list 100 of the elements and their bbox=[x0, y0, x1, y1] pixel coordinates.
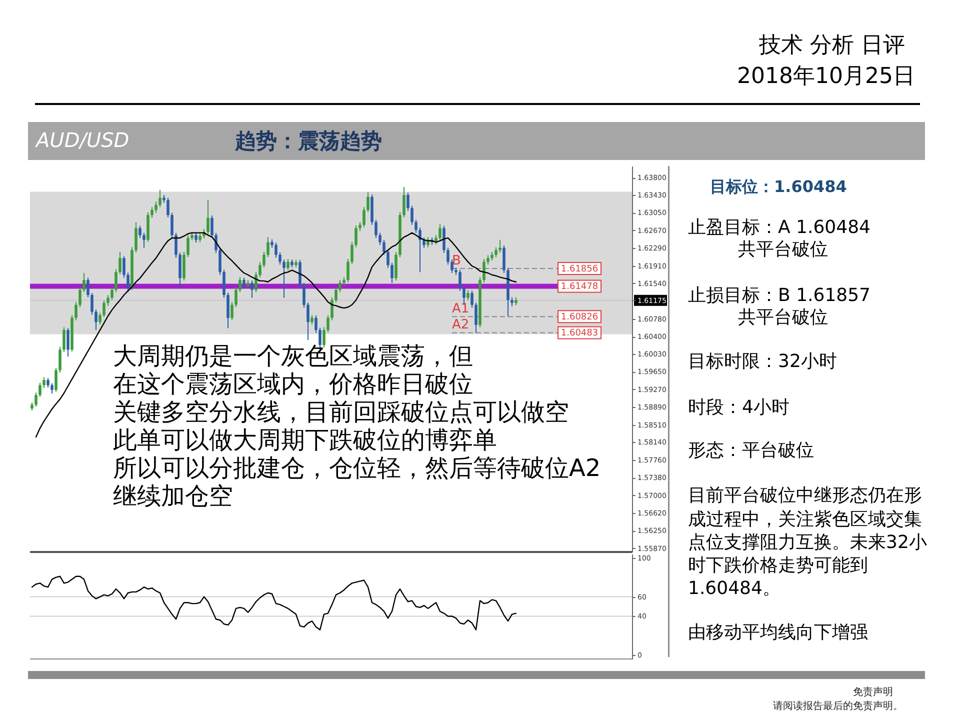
candlestick bbox=[90, 292, 94, 316]
candlestick bbox=[274, 242, 278, 258]
text: 免责声明 bbox=[853, 686, 893, 698]
candlestick bbox=[338, 280, 342, 293]
candlestick bbox=[34, 392, 38, 408]
candlestick bbox=[282, 258, 286, 298]
candlestick bbox=[94, 308, 98, 331]
candlestick bbox=[450, 258, 454, 274]
candlestick bbox=[126, 272, 130, 293]
candlestick bbox=[222, 269, 226, 298]
candlestick bbox=[498, 239, 502, 253]
candlestick bbox=[470, 290, 474, 308]
candlestick bbox=[46, 378, 50, 388]
ref-line-label: 1.60483 bbox=[560, 328, 598, 339]
text: 成过程中，关注紫色区域交集 bbox=[688, 509, 922, 530]
text: 2018年10月25日 bbox=[737, 64, 915, 89]
annotation: 所以可以分批建仓，仓位轻，然后等待破位A2 bbox=[113, 454, 601, 482]
candlestick bbox=[458, 269, 462, 292]
annotation: 关键多空分水线，目前回踩破位点可以做空 bbox=[113, 398, 569, 426]
candlestick bbox=[178, 252, 182, 288]
candlestick bbox=[494, 246, 498, 258]
candlestick bbox=[174, 232, 178, 258]
annotation: A1 bbox=[452, 302, 470, 317]
candlestick bbox=[78, 286, 82, 308]
candlestick bbox=[122, 256, 126, 278]
candlestick bbox=[402, 186, 406, 218]
text: 目标时限：32小时 bbox=[688, 351, 837, 372]
chart-subtitle: 趋势：震荡趋势 bbox=[234, 129, 382, 153]
candlestick bbox=[346, 258, 350, 283]
candlestick bbox=[234, 286, 238, 308]
candlestick bbox=[114, 268, 118, 293]
candlestick bbox=[74, 301, 78, 321]
candlestick bbox=[218, 247, 222, 276]
candlestick bbox=[474, 302, 478, 334]
candlestick bbox=[242, 277, 246, 288]
annotation: B bbox=[452, 254, 461, 269]
candlestick bbox=[314, 315, 318, 334]
candlestick bbox=[154, 201, 158, 214]
candlestick bbox=[378, 232, 382, 246]
candlestick bbox=[414, 219, 418, 234]
candlestick bbox=[362, 206, 366, 228]
candlestick bbox=[278, 252, 282, 266]
candlestick bbox=[262, 251, 266, 268]
candlestick bbox=[326, 314, 330, 333]
candlestick bbox=[386, 249, 390, 268]
text: 目前平台破位中继形态仍在形 bbox=[688, 485, 922, 506]
candlestick bbox=[422, 237, 426, 248]
candlestick bbox=[38, 382, 42, 398]
text: 止盈目标：A 1.60484 bbox=[688, 217, 870, 238]
candlestick bbox=[214, 232, 218, 254]
candlestick bbox=[266, 236, 270, 258]
ref-line-label: 1.61478 bbox=[560, 282, 598, 292]
candlestick bbox=[186, 234, 190, 258]
text: 由移动平均线向下增强 bbox=[688, 622, 868, 643]
candlestick bbox=[102, 300, 106, 318]
text: 目标位：1.60484 bbox=[710, 177, 847, 196]
annotation: 此单可以做大周期下跌破位的博弈单 bbox=[113, 426, 497, 454]
text: 止损目标：B 1.61857 bbox=[688, 285, 871, 306]
ref-line-label: 1.61856 bbox=[560, 264, 598, 275]
candlestick bbox=[98, 312, 102, 325]
candlestick bbox=[182, 251, 186, 281]
annotation: 大周期仍是一个灰色区域震荡，但 bbox=[113, 342, 473, 370]
candlestick bbox=[250, 280, 254, 298]
text: 点位支撑阻力互换。未来32小 bbox=[688, 532, 927, 553]
candlestick bbox=[158, 189, 162, 208]
candlestick bbox=[66, 328, 70, 358]
candlestick bbox=[86, 277, 90, 298]
annotation: 继续加仓空 bbox=[113, 482, 233, 510]
candlestick bbox=[226, 292, 230, 329]
candlestick bbox=[110, 287, 114, 301]
ref-line-label: 1.60826 bbox=[560, 312, 598, 323]
candlestick bbox=[310, 314, 314, 325]
candlestick bbox=[142, 232, 146, 248]
candlestick bbox=[374, 219, 378, 238]
candlestick bbox=[42, 376, 46, 388]
candlestick bbox=[82, 272, 86, 293]
candlestick bbox=[230, 301, 234, 321]
candlestick bbox=[350, 242, 354, 265]
candlestick bbox=[106, 294, 110, 306]
candlestick bbox=[466, 290, 470, 301]
candlestick bbox=[258, 262, 262, 278]
chart-title: AUD/USD bbox=[34, 128, 130, 152]
candlestick bbox=[446, 247, 450, 266]
candlestick bbox=[438, 223, 442, 241]
candlestick bbox=[62, 326, 66, 352]
candlestick bbox=[390, 262, 394, 284]
candlestick bbox=[54, 367, 58, 392]
annotation: 在这个震荡区域内，价格昨日破位 bbox=[113, 370, 473, 398]
text: 共平台破位 bbox=[738, 239, 828, 260]
candlestick bbox=[210, 215, 214, 238]
candlestick bbox=[406, 192, 410, 212]
candlestick bbox=[486, 254, 490, 266]
candlestick bbox=[206, 200, 210, 235]
candlestick bbox=[418, 227, 422, 273]
text: 时段：4小时 bbox=[688, 397, 790, 418]
candlestick bbox=[166, 197, 170, 218]
candlestick bbox=[330, 296, 334, 321]
candlestick bbox=[302, 282, 306, 308]
candlestick bbox=[502, 244, 506, 274]
candlestick bbox=[334, 286, 338, 303]
